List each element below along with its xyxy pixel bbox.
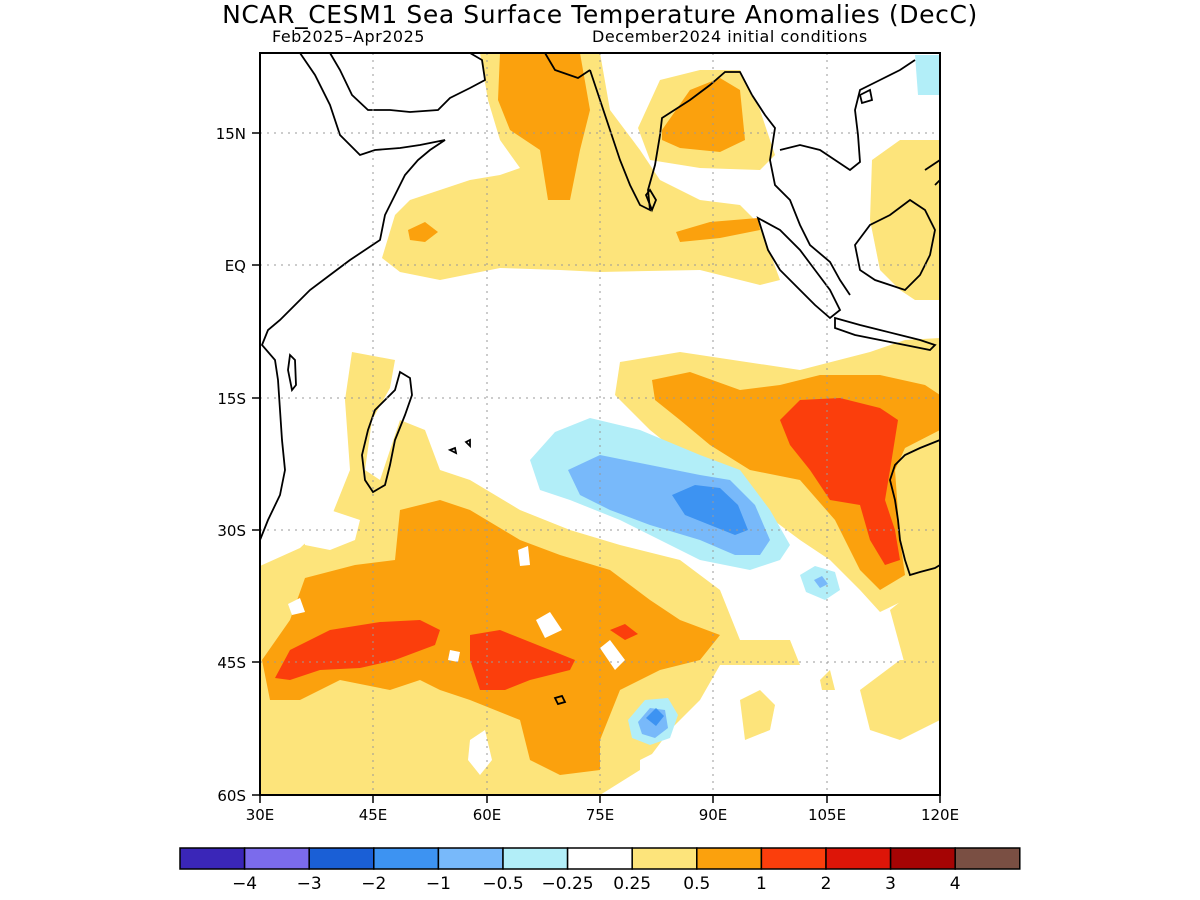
- colorbar-label: −3: [297, 874, 322, 894]
- colorbar-swatch: [954, 847, 1021, 870]
- colorbar-swatch: [243, 847, 310, 870]
- southeast-asia-coastline: [751, 94, 851, 296]
- arabia-coastline: [329, 53, 486, 113]
- longitude-labels: 30E 45E 60E 75E 90E 105E 120E: [246, 806, 959, 824]
- colorbar-label: 0.5: [683, 874, 710, 894]
- colorbar-swatch: [566, 847, 633, 870]
- colorbar: −4 −3 −2 −1 −0.5 −0.25 0.25 0.5 1 2 3 4: [179, 847, 1021, 894]
- colorbar-swatch: [179, 847, 246, 870]
- lat-label: 15S: [217, 390, 246, 408]
- colorbar-label: 1: [756, 874, 767, 894]
- anomaly-field: [260, 53, 940, 795]
- colorbar-label: 2: [821, 874, 832, 894]
- lat-lon-grid: [260, 53, 940, 795]
- australia-coastline: [889, 439, 940, 577]
- colorbar-swatch: [631, 847, 698, 870]
- java-coastline: [834, 316, 937, 351]
- lat-label: 30S: [217, 522, 246, 540]
- colorbar-swatch: [373, 847, 440, 870]
- colorbar-swatch: [825, 847, 892, 870]
- anomaly-band-neg: [530, 418, 840, 745]
- africa-coastline: [260, 53, 446, 541]
- latitude-labels: 15N EQ 15S 30S 45S 60S: [216, 125, 246, 805]
- lon-label: 90E: [699, 806, 728, 824]
- lon-label: 120E: [921, 806, 959, 824]
- lon-label: 30E: [246, 806, 275, 824]
- lon-label: 45E: [359, 806, 388, 824]
- axis-ticks: [252, 132, 941, 803]
- forecast-period: Feb2025–Apr2025: [272, 27, 425, 46]
- india-coastline: [589, 69, 753, 212]
- colorbar-swatch: [308, 847, 375, 870]
- lon-label: 75E: [586, 806, 615, 824]
- lat-label: 15N: [216, 125, 246, 143]
- anomaly-band-pos-1: [275, 398, 900, 690]
- colorbar-swatch: [760, 847, 827, 870]
- borneo-coastline: [854, 198, 936, 292]
- initial-conditions: December2024 initial conditions: [592, 27, 868, 46]
- sumatra-coastline: [756, 216, 842, 320]
- madagascar-coastline: [361, 370, 413, 494]
- colorbar-swatch: [437, 847, 504, 870]
- lon-label: 60E: [473, 806, 502, 824]
- colorbar-label: −2: [361, 874, 386, 894]
- colorbar-label: −0.5: [482, 874, 523, 894]
- lon-label: 105E: [808, 806, 846, 824]
- lat-label: EQ: [225, 257, 246, 275]
- colorbar-label: 3: [885, 874, 896, 894]
- colorbar-swatch: [696, 847, 763, 870]
- lat-label: 45S: [217, 654, 246, 672]
- lat-label: 60S: [217, 787, 246, 805]
- coastlines: [260, 53, 940, 706]
- colorbar-label: −4: [232, 874, 257, 894]
- colorbar-swatch: [889, 847, 956, 870]
- colorbar-swatch: [502, 847, 569, 870]
- neutral-patches: [288, 510, 680, 795]
- map-title: NCAR_CESM1 Sea Surface Temperature Anoma…: [222, 0, 978, 29]
- colorbar-label: −1: [426, 874, 451, 894]
- colorbar-label: 4: [950, 874, 961, 894]
- colorbar-label: 0.25: [613, 874, 651, 894]
- colorbar-label: −0.25: [542, 874, 594, 894]
